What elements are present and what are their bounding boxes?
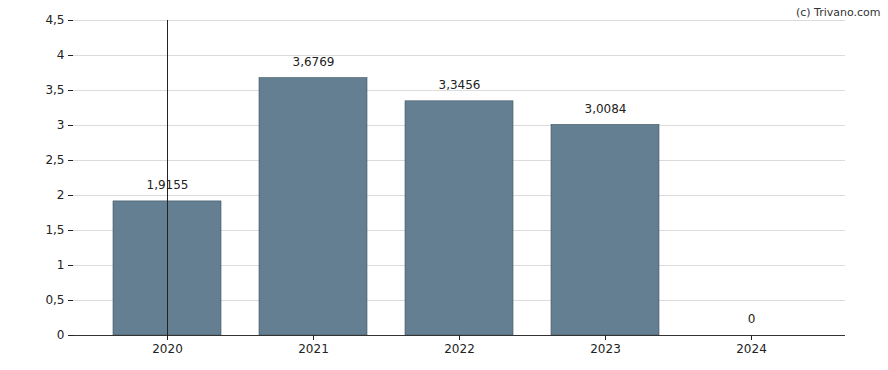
svg-text:1,5: 1,5: [45, 223, 64, 237]
svg-text:3,3456: 3,3456: [439, 78, 481, 92]
svg-text:0: 0: [57, 328, 65, 342]
svg-text:3,5: 3,5: [45, 83, 64, 97]
svg-text:1: 1: [57, 258, 65, 272]
svg-text:0,5: 0,5: [45, 293, 64, 307]
svg-text:2,5: 2,5: [45, 153, 64, 167]
svg-text:3: 3: [57, 118, 65, 132]
svg-text:0: 0: [748, 312, 756, 326]
svg-text:2024: 2024: [736, 342, 767, 356]
svg-text:2023: 2023: [590, 342, 621, 356]
svg-text:2021: 2021: [298, 342, 329, 356]
svg-text:4: 4: [57, 48, 65, 62]
svg-text:2022: 2022: [444, 342, 475, 356]
svg-text:4,5: 4,5: [45, 13, 64, 27]
svg-text:1,9155: 1,9155: [147, 178, 189, 192]
svg-text:2020: 2020: [152, 342, 183, 356]
svg-text:3,6769: 3,6769: [293, 55, 335, 69]
svg-text:3,0084: 3,0084: [585, 102, 627, 116]
svg-text:2: 2: [57, 188, 65, 202]
svg-text:(c) Trivano.com: (c) Trivano.com: [796, 6, 881, 19]
